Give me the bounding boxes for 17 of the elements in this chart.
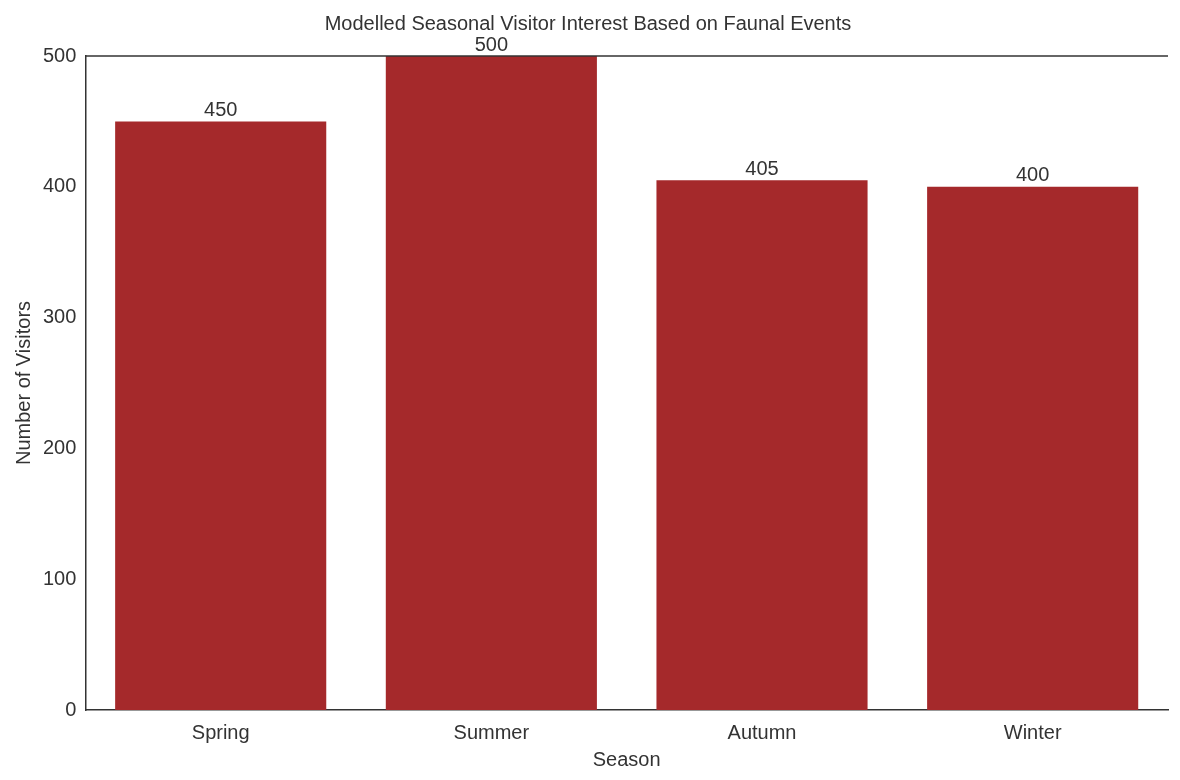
y-tick-label: 300 <box>42 305 77 328</box>
y-tick-label: 100 <box>42 566 77 589</box>
x-tick-label: Summer <box>453 720 530 743</box>
x-axis-title: Season <box>592 747 661 770</box>
data-label: 405 <box>745 156 779 179</box>
y-tick-label: 0 <box>65 697 77 720</box>
x-tick-label: Winter <box>1003 720 1062 743</box>
y-tick-label: 400 <box>42 174 77 197</box>
x-tick-label: Autumn <box>727 720 797 743</box>
chart-title: Modelled Seasonal Visitor Interest Based on Faunal Events <box>324 11 852 34</box>
y-tick-label: 200 <box>42 435 77 458</box>
data-label: 400 <box>1015 163 1050 186</box>
data-label: 450 <box>204 97 238 120</box>
y-tick-label: 500 <box>42 43 77 66</box>
data-label: 500 <box>474 32 509 55</box>
x-tick-label: Spring <box>191 720 250 743</box>
y-axis-title: Number of Visitors <box>11 300 34 466</box>
